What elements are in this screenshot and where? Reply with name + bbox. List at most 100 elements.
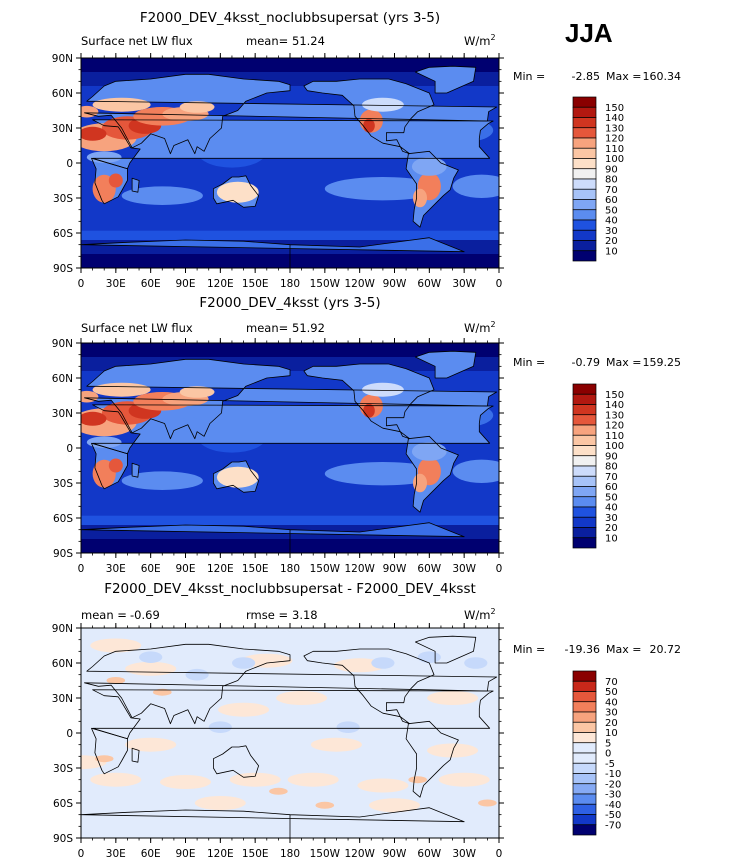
diff-field [408, 776, 428, 784]
colorbar-box [572, 424, 597, 436]
x-tick-label: 60W [417, 278, 441, 290]
colorbar-label: 150 [605, 390, 624, 401]
x-tick-label: 120W [344, 848, 375, 860]
colorbar-box [572, 137, 597, 149]
cloud-field [177, 132, 206, 147]
coastline [303, 648, 435, 725]
colorbar-box [572, 701, 597, 713]
rmse-value: 3.18 [292, 608, 318, 622]
colorbar-box [572, 721, 597, 733]
colorbar-box [572, 742, 597, 754]
diff-field [94, 755, 114, 763]
min-label: Min = [513, 356, 545, 369]
colorbar-label: -10 [605, 769, 621, 780]
heat-field [81, 126, 107, 141]
colorbar-label: 100 [605, 154, 624, 165]
x-tick-label: 0 [78, 848, 85, 860]
heat-field [216, 466, 259, 488]
land-field [81, 237, 465, 268]
x-tick-label: 120E [207, 563, 234, 575]
coastline [405, 720, 459, 798]
ocean-field [452, 459, 499, 483]
coastline [91, 727, 128, 775]
colorbar-label: 0 [605, 749, 611, 760]
heat-field [362, 382, 404, 397]
mean-value: 51.24 [292, 34, 325, 48]
colorbar-label: 20 [605, 718, 618, 729]
min-value: -0.79 [572, 356, 600, 369]
diff-field [185, 668, 209, 681]
coastline [405, 435, 459, 513]
x-tick-label: 120W [344, 563, 375, 575]
colorbar-box [572, 188, 597, 200]
x-tick-label: 120E [207, 848, 234, 860]
colorbar-box [572, 127, 597, 139]
coastline [91, 442, 128, 490]
y-tick-label: 90N [52, 53, 73, 65]
land-field [415, 351, 476, 378]
min-value: -2.85 [572, 70, 600, 83]
x-tick-label: 150E [242, 848, 269, 860]
diff-field [139, 651, 163, 663]
y-tick-label: 0 [66, 158, 73, 170]
units-exponent: 2 [490, 607, 495, 616]
heat-field [81, 390, 99, 403]
colorbar-label: 110 [605, 144, 624, 155]
colorbar-box [572, 711, 597, 723]
colorbar-label: 80 [605, 462, 618, 473]
diff-field [417, 651, 441, 663]
x-tick-label: 180 [280, 278, 300, 290]
diff-field [160, 775, 211, 789]
max-label: Max = [606, 356, 641, 369]
coastline [84, 73, 498, 155]
colorbar-label: 40 [605, 503, 618, 514]
diff-field [310, 737, 362, 752]
colorbar-label: -30 [605, 790, 621, 801]
y-tick-label: 30N [52, 123, 73, 135]
heat-field [362, 97, 404, 112]
y-tick-label: 0 [66, 728, 73, 740]
map-panel: 90N 60N 30N 0 30S 60S 90S 0 30E 60E 90E 120E 150E 180… [52, 338, 504, 575]
colorbar-box [572, 383, 597, 395]
coastline [303, 78, 435, 155]
land-field [132, 463, 140, 478]
x-tick-label: 0 [496, 848, 503, 860]
diff-field [106, 677, 126, 684]
min-value: -19.36 [565, 643, 600, 656]
colorbar-box [572, 106, 597, 118]
x-tick-label: 90E [176, 563, 196, 575]
colorbar-box [572, 783, 597, 795]
y-tick-label: 60N [52, 658, 73, 670]
colorbar-label: 100 [605, 441, 624, 452]
coastline [92, 689, 494, 740]
coastline [414, 65, 477, 94]
x-tick-label: 180 [280, 563, 300, 575]
land-field [92, 404, 494, 454]
colorbar-label: 10 [605, 728, 618, 739]
coastline [92, 119, 494, 170]
diff-field [218, 702, 270, 717]
rmse-label: rmse = [246, 608, 288, 622]
colorbar-box [572, 824, 597, 836]
x-tick-label: 150W [310, 848, 341, 860]
colorbar-label: 110 [605, 431, 624, 442]
colorbar-box [572, 229, 597, 241]
colorbar-box [572, 691, 597, 703]
y-tick-label: 60S [53, 228, 73, 240]
diff-field [229, 772, 281, 787]
diff-field [336, 721, 360, 733]
diff-field [232, 657, 256, 669]
x-tick-label: 90W [383, 563, 407, 575]
lat-band [81, 515, 499, 525]
coastline [405, 150, 459, 228]
colorbar-label: 30 [605, 708, 618, 719]
y-tick-label: 60N [52, 373, 73, 385]
colorbar-box [572, 168, 597, 180]
max-label: Max = [606, 70, 641, 83]
colorbar-label: 60 [605, 482, 618, 493]
colorbar-label: 70 [605, 677, 618, 688]
x-tick-label: 90W [383, 848, 407, 860]
x-tick-label: 90W [383, 278, 407, 290]
x-tick-label: 0 [78, 563, 85, 575]
